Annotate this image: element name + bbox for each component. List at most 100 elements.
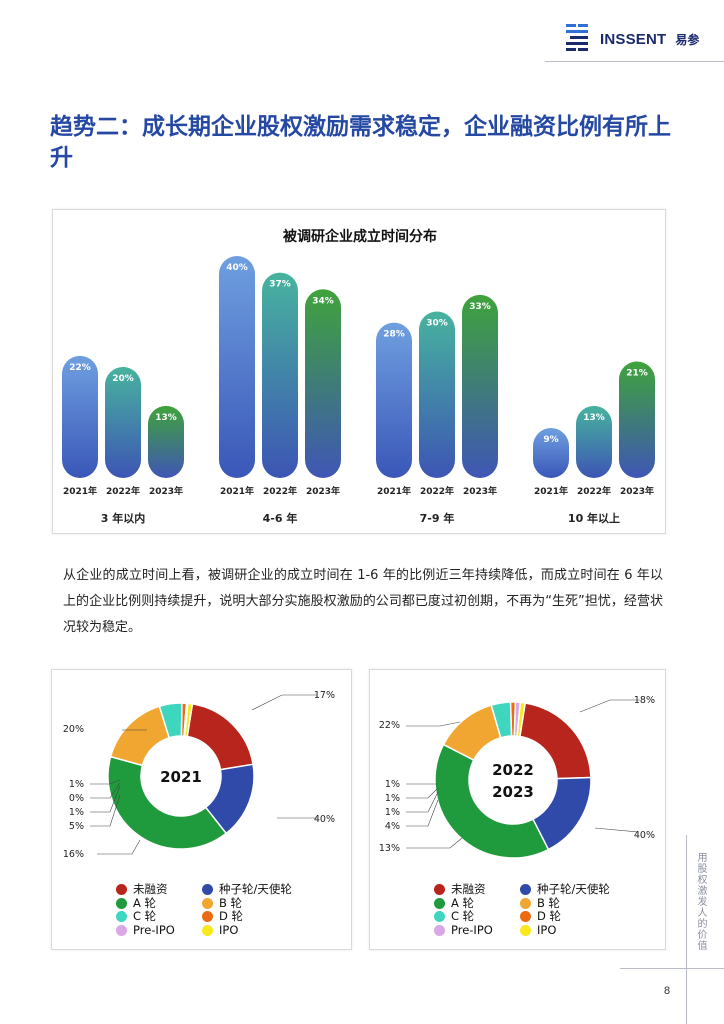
leader-line [406,837,463,849]
legend-swatch [434,884,445,896]
legend-label: C 轮 [133,909,157,923]
side-slogan: 用股权激发人的价值 [695,852,706,951]
slice-value-label: 1% [385,807,400,818]
slice-value-label: 1% [69,807,84,818]
donut-slice [107,755,228,850]
legend-item: 未融资 [434,882,520,897]
bar-value-label: 33% [469,302,491,312]
bar-group-label: 3 年以内 [101,511,145,525]
slice-value-label: 20% [63,724,84,735]
donut-chart-2021: 2021 17% 20% 40% 16% 1% 0% 1% 5% [63,690,335,860]
legend-label: 种子轮/天使轮 [219,882,292,896]
legend-label: Pre-IPO [133,922,175,937]
legend-swatch [202,897,213,909]
bar-year-label: 2021年 [534,485,568,497]
bar-value-label: 9% [543,435,558,445]
bar-value-label: 37% [269,280,291,290]
donut-center-label: 2021 [160,768,202,786]
donut-center-label: 2023 [492,783,534,801]
slice-value-label: 4% [385,821,400,832]
legend-swatch [434,924,445,936]
legend-item: C 轮 [434,909,520,924]
legend-item: 种子轮/天使轮 [520,882,640,897]
legend-label: IPO [537,922,557,937]
legend-swatch [116,897,127,909]
donut-slice [434,743,550,859]
slice-value-label: 1% [385,779,400,790]
legend-label: C 轮 [451,909,475,923]
slice-value-label: 22% [379,720,400,731]
donut-chart-2021-panel: 2021 17% 20% 40% 16% 1% 0% 1% 5% 未融资 种子轮/天使轮 A 轮 B … [51,669,352,950]
donut-chart-2022-2023-panel: 2022 2023 18% 22% 40% 13% 1% 1% 1% 4% 未融资 种子轮/天使轮 A… [369,669,666,950]
bar-value-label: 22% [69,363,91,373]
leader-line [406,799,439,827]
legend-swatch [434,897,445,909]
bar-chart-panel: 被调研企业成立时间分布 22% 2021年 20% 2022年 13% 2023年 3 年以内… [52,209,666,534]
brand-name: INSSENT [600,30,667,48]
legend-swatch [520,911,531,923]
bar-year-label: 2022年 [577,485,611,497]
bar [419,311,455,478]
bar-group-label: 4-6 年 [263,511,298,525]
legend-item: A 轮 [116,895,202,911]
bar-year-label: 2023年 [306,485,340,497]
legend-label: B 轮 [219,895,243,910]
legend-item: B 轮 [202,895,322,911]
bar [62,355,98,478]
bar [148,405,184,478]
bar-value-label: 13% [583,413,605,423]
legend-swatch [116,924,127,936]
bar-group-label: 10 年以上 [568,511,620,525]
leader-line [579,699,640,713]
legend-item: Pre-IPO [434,922,520,938]
legend-label: D 轮 [219,909,244,923]
bar-value-label: 13% [155,413,177,423]
bar-chart: 被调研企业成立时间分布 22% 2021年 20% 2022年 13% 2023年 3 年以内… [62,228,655,525]
leader-line [90,782,121,799]
donut-legend-2021: 未融资 种子轮/天使轮 A 轮 B 轮 C 轮 D 轮 Pre-IPO IPO [116,882,322,938]
leader-line [251,694,317,711]
donut-hole [471,738,555,822]
bar-chart-title: 被调研企业成立时间分布 [283,228,437,245]
legend-swatch [520,897,531,909]
legend-label: 种子轮/天使轮 [537,882,610,896]
bar-year-label: 2023年 [620,485,654,497]
legend-swatch [520,884,531,896]
bar-group-label: 7-9 年 [420,511,455,525]
leader-line [406,791,439,813]
slice-value-label: 40% [634,830,655,841]
leader-line [97,839,141,855]
page-number: 8 [664,985,671,997]
bar-year-label: 2022年 [420,485,454,497]
legend-swatch [202,884,213,896]
legend-item: A 轮 [434,895,520,911]
legend-item: D 轮 [202,909,322,924]
bar-year-label: 2023年 [463,485,497,497]
slice-value-label: 17% [314,690,335,701]
brand-name-cn: 易参 [675,32,700,47]
bar-value-label: 28% [383,330,405,340]
legend-label: Pre-IPO [451,922,493,937]
leader-line [90,779,121,785]
legend-item: IPO [202,923,322,938]
bar-year-label: 2021年 [377,485,411,497]
bar [305,289,341,478]
slice-value-label: 0% [69,793,84,804]
side-rule-horizontal [620,968,724,969]
bar-year-label: 2023年 [149,485,183,497]
bar-value-label: 30% [426,319,448,329]
bar [105,367,141,478]
donut-hole [143,738,219,814]
legend-item: 未融资 [116,882,202,897]
donut-chart-2022-2023: 2022 2023 18% 22% 40% 13% 1% 1% 1% 4% [379,695,655,859]
legend-swatch [434,911,445,923]
legend-label: D 轮 [537,909,562,923]
bar [619,361,655,478]
leader-line [406,721,461,727]
slice-value-label: 1% [69,779,84,790]
leader-line [594,827,639,833]
legend-label: A 轮 [133,895,157,910]
legend-label: A 轮 [451,895,475,910]
legend-swatch [520,924,531,936]
legend-label: B 轮 [537,895,561,910]
